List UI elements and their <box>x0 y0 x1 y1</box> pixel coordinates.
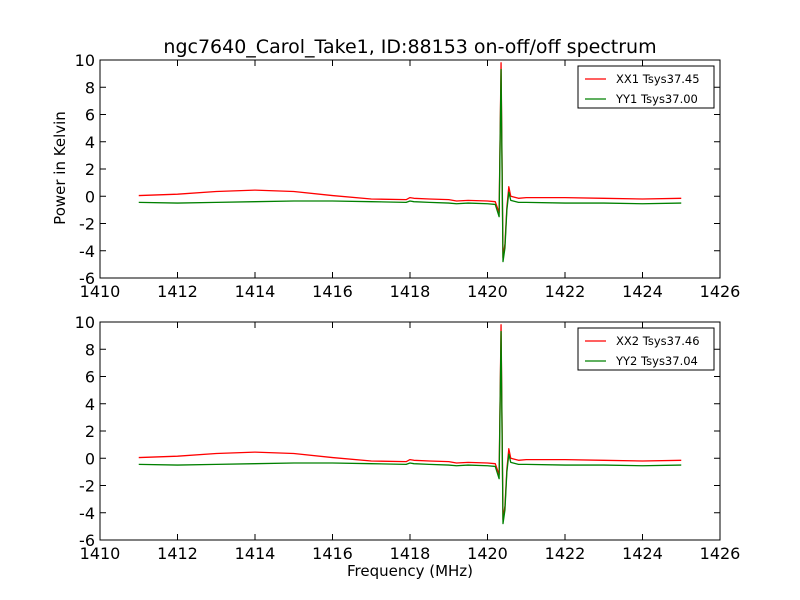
x-tick-label: 1412 <box>157 544 198 563</box>
x-tick-label: 1422 <box>545 282 586 301</box>
x-axis-label: Frequency (MHz) <box>347 562 473 580</box>
x-tick-label: 1416 <box>312 282 353 301</box>
y-tick-label: 10 <box>75 313 95 332</box>
series-group <box>138 324 682 525</box>
series-line-green <box>138 330 682 525</box>
legend-box <box>577 65 715 109</box>
x-tick-label: 1412 <box>157 282 198 301</box>
y-tick-label: -6 <box>79 531 95 550</box>
y-tick-label: -4 <box>79 504 95 523</box>
x-tick-label: 1426 <box>700 544 741 563</box>
y-tick-label: 10 <box>75 51 95 70</box>
x-tick-label: 1410 <box>80 282 121 301</box>
y-tick-label: 4 <box>85 133 95 152</box>
x-tick-label: 1420 <box>467 544 508 563</box>
y-tick-label: 4 <box>85 395 95 414</box>
legend: XX1 Tsys37.45 YY1 Tsys37.00 <box>577 65 715 109</box>
figure-title: ngc7640_Carol_Take1, ID:88153 on-off/off… <box>163 36 656 58</box>
x-tick-label: 1424 <box>622 544 663 563</box>
y-tick-label: -2 <box>79 477 95 496</box>
top-panel: 1410 1412 1414 1416 1418 1420 1422 1424 1426 -6 -4… <box>75 51 741 301</box>
legend-box <box>577 327 715 371</box>
y-tick-label: -4 <box>79 242 95 261</box>
legend-label: XX2 Tsys37.46 <box>616 334 700 348</box>
y-tick-label: -6 <box>79 269 95 288</box>
x-tick-label: 1418 <box>390 282 431 301</box>
y-axis-label: Power in Kelvin <box>51 111 69 225</box>
y-tick-label: 0 <box>85 449 95 468</box>
bottom-panel: 1410 1412 1414 1416 1418 1420 1422 1424 1426 -6 -4… <box>75 313 741 563</box>
x-tick-label: 1422 <box>545 544 586 563</box>
x-tick-label: 1420 <box>467 282 508 301</box>
legend: XX2 Tsys37.46 YY2 Tsys37.04 <box>577 327 715 371</box>
y-tick-label: 0 <box>85 187 95 206</box>
x-tick-label: 1424 <box>622 282 663 301</box>
x-tick-label: 1414 <box>235 282 276 301</box>
x-tick-label: 1426 <box>700 282 741 301</box>
x-tick-label: 1416 <box>312 544 353 563</box>
legend-label: YY2 Tsys37.04 <box>615 354 698 368</box>
y-tick-label: -2 <box>79 215 95 234</box>
series-group <box>138 62 682 263</box>
y-tick-label: 8 <box>85 340 95 359</box>
x-tick-label: 1410 <box>80 544 121 563</box>
y-tick-label: 2 <box>85 160 95 179</box>
series-line-red <box>138 324 682 521</box>
x-tick-label: 1418 <box>390 544 431 563</box>
series-line-green <box>138 68 682 263</box>
y-tick-label: 2 <box>85 422 95 441</box>
y-tick-label: 6 <box>85 106 95 125</box>
legend-label: YY1 Tsys37.00 <box>615 92 698 106</box>
series-line-red <box>138 62 682 259</box>
y-tick-label: 8 <box>85 78 95 97</box>
y-tick-label: 6 <box>85 368 95 387</box>
legend-label: XX1 Tsys37.45 <box>616 72 700 86</box>
x-tick-label: 1414 <box>235 544 276 563</box>
